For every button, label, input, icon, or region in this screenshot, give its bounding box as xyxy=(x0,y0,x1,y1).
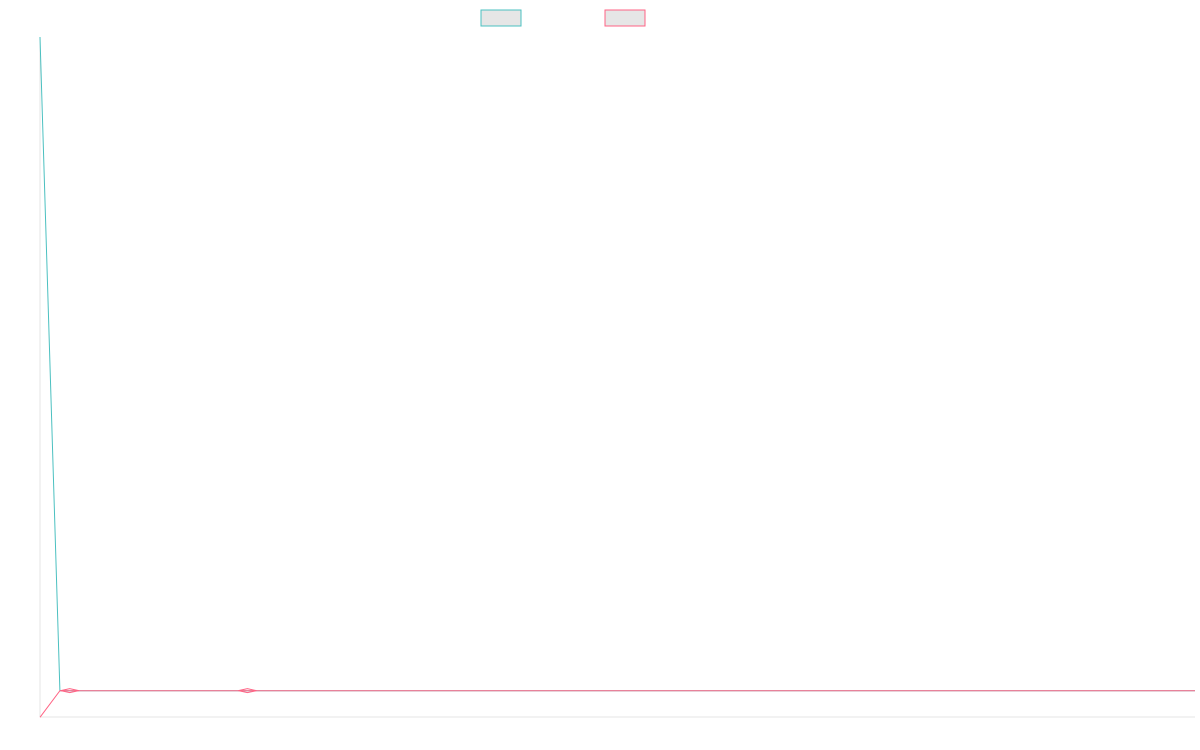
axes xyxy=(39,37,1195,718)
series-line-1 xyxy=(39,36,1195,692)
legend xyxy=(480,9,646,27)
legend-swatch-1[interactable] xyxy=(480,9,522,27)
legend-swatch-2[interactable] xyxy=(604,9,646,27)
series-2-point-2[interactable] xyxy=(238,688,257,694)
series-2-point-1[interactable] xyxy=(60,688,79,694)
series-line-2 xyxy=(39,690,1195,718)
series-layer xyxy=(39,36,1195,718)
